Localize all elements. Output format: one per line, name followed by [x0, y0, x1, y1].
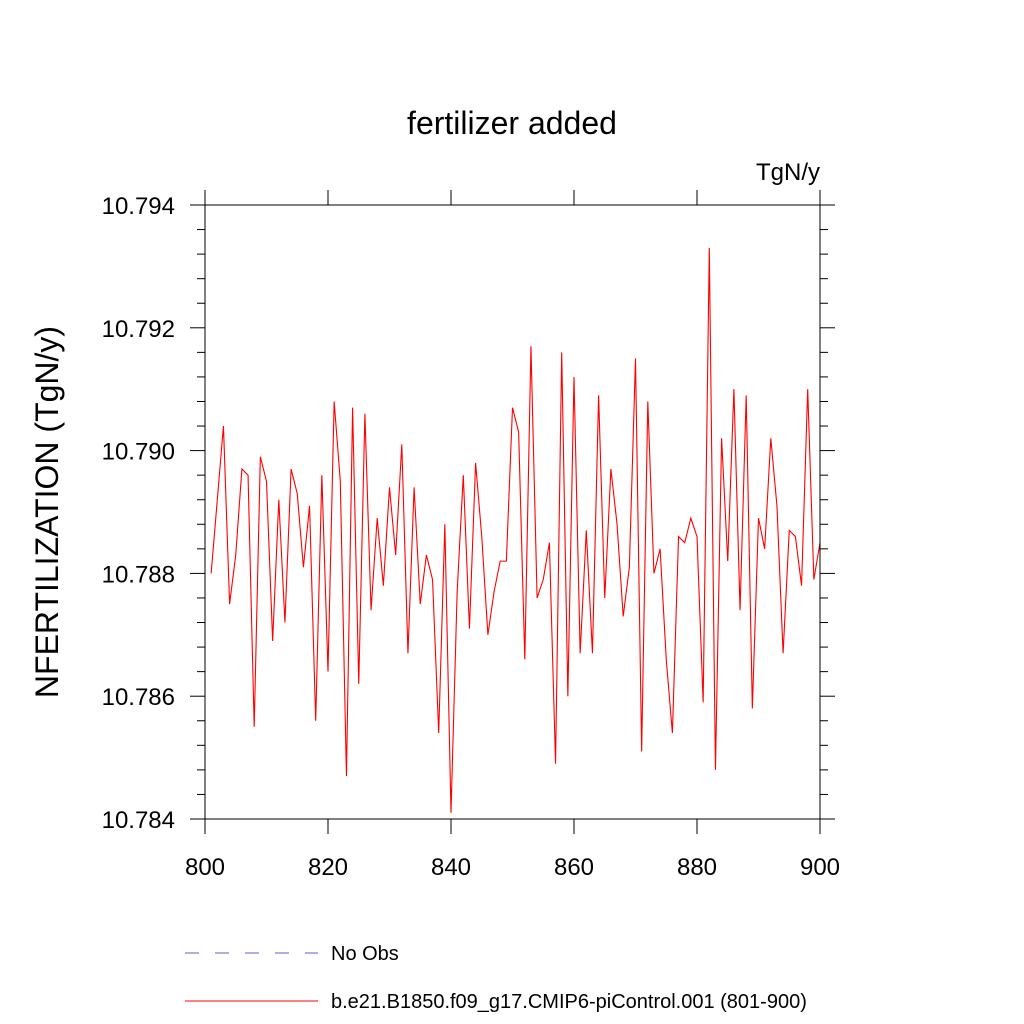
y-tick-label: 10.792: [102, 316, 175, 343]
y-tick-labels: 10.784 10.786 10.788 10.790 10.792 10.794: [102, 193, 175, 834]
series-line-0: [210, 247, 821, 813]
legend-label-picontrol: b.e21.B1850.f09_g17.CMIP6-piControl.001 …: [331, 991, 807, 1013]
plot-frame: [204, 204, 821, 820]
y-tick-label: 10.794: [102, 193, 175, 220]
major-ticks: [190, 190, 835, 834]
x-tick-label: 820: [308, 854, 348, 881]
y-tick-label: 10.788: [102, 561, 175, 588]
y-tick-label: 10.786: [102, 684, 175, 711]
x-tick-label: 860: [554, 854, 594, 881]
x-tick-label: 800: [185, 854, 225, 881]
x-tick-labels: 800 820 840 860 880 900: [185, 854, 840, 881]
series-layer: [210, 247, 821, 813]
x-tick-label: 880: [677, 854, 717, 881]
legend: No Obs b.e21.B1850.f09_g17.CMIP6-piContr…: [185, 943, 807, 1013]
chart-title: fertilizer added: [407, 105, 617, 141]
y-tick-label: 10.790: [102, 439, 175, 466]
y-axis-title: NFERTILIZATION (TgN/y): [29, 326, 65, 698]
y-tick-label: 10.784: [102, 807, 175, 834]
units-label: TgN/y: [756, 159, 820, 186]
x-tick-label: 900: [800, 854, 840, 881]
x-tick-label: 840: [431, 854, 471, 881]
minor-ticks: [197, 229, 828, 795]
legend-label-no-obs: No Obs: [331, 943, 399, 965]
